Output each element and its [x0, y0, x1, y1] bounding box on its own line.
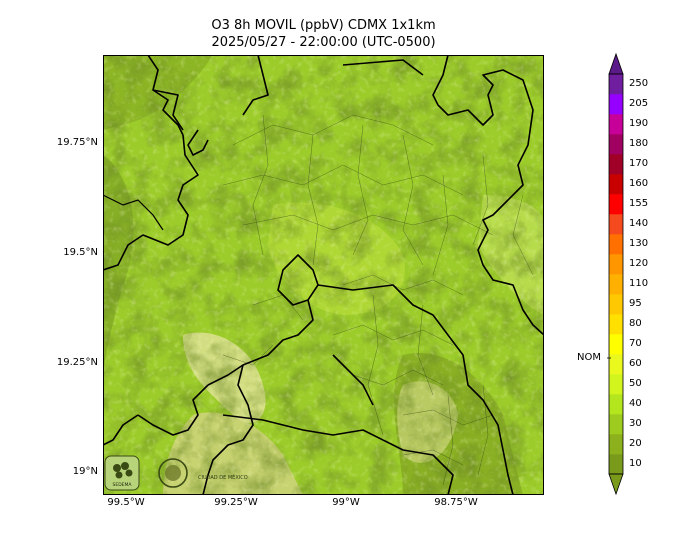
colorbar-segment	[609, 354, 623, 375]
ozone-map: SEDEMA CIUDAD DE MÉXICO	[103, 55, 544, 495]
lon-tick-label: 98.75°W	[434, 497, 478, 508]
cdmx-logo: CIUDAD DE MÉXICO	[158, 458, 248, 488]
colorbar-segment	[609, 194, 623, 215]
colorbar-level-label: 130	[629, 238, 649, 249]
colorbar-level-label: 120	[629, 258, 649, 269]
colorbar-level-label: 30	[629, 418, 642, 429]
colorbar-level-label: 95	[629, 298, 642, 309]
lon-tick-label: 99.25°W	[214, 497, 258, 508]
colorbar-frame	[608, 73, 624, 475]
state-boundaries	[103, 55, 544, 495]
lat-tick-label: 19.5°N	[63, 247, 98, 258]
colorbar-level-label: 80	[629, 318, 642, 329]
state-boundaries-inner	[103, 194, 164, 231]
colorbar-level-label: 190	[629, 118, 649, 129]
municipal-boundaries	[222, 114, 534, 486]
colorbar-segment	[609, 74, 623, 95]
colorbar-level-label: 250	[629, 78, 649, 89]
colorbar-segment	[609, 114, 623, 135]
colorbar-segment	[609, 294, 623, 315]
colorbar-segment	[609, 154, 623, 175]
colorbar-segment	[609, 134, 623, 155]
colorbar-level-label: 20	[629, 438, 642, 449]
colorbar-segment	[609, 434, 623, 455]
colorbar	[607, 52, 624, 496]
lat-tick-label: 19.75°N	[56, 137, 98, 148]
colorbar-level-label: 160	[629, 178, 649, 189]
colorbar-segment	[609, 374, 623, 395]
colorbar-level-label: 40	[629, 398, 642, 409]
colorbar-segment	[609, 214, 623, 235]
lon-tick-label: 99.5°W	[107, 497, 145, 508]
colorbar-level-label: 205	[629, 98, 649, 109]
colorbar-level-label: 70	[629, 338, 642, 349]
sedema-logo-text: SEDEMA	[113, 482, 133, 488]
cdmx-logo-text: CIUDAD DE MÉXICO	[198, 473, 248, 481]
map-timestamp: 2025/05/27 - 22:00:00 (UTC-0500)	[211, 35, 436, 50]
colorbar-level-label: 50	[629, 378, 642, 389]
colorbar-level-label: 10	[629, 458, 642, 469]
colorbar-segment	[609, 274, 623, 295]
colorbar-segment	[609, 174, 623, 195]
colorbar-segment	[609, 314, 623, 335]
colorbar-segment	[609, 334, 623, 355]
colorbar-segment	[609, 394, 623, 415]
colorbar-level-label: 110	[629, 278, 649, 289]
terrain-speckle	[103, 55, 544, 495]
lon-tick-label: 99°W	[332, 497, 360, 508]
colorbar-segment	[609, 414, 623, 435]
colorbar-level-label: 170	[629, 158, 649, 169]
colorbar-level-label: 60	[629, 358, 642, 369]
map-title: O3 8h MOVIL (ppbV) CDMX 1x1km	[211, 18, 436, 33]
colorbar-segment	[609, 254, 623, 275]
colorbar-level-label: 155	[629, 198, 649, 209]
nom-label: NOM	[577, 352, 601, 363]
colorbar-segment	[609, 234, 623, 255]
colorbar-top-triangle	[608, 52, 624, 75]
sedema-logo: SEDEMA	[104, 455, 140, 491]
lat-tick-label: 19°N	[72, 466, 98, 477]
colorbar-segments	[609, 74, 623, 475]
colorbar-level-label: 180	[629, 138, 649, 149]
colorbar-bottom-triangle	[608, 473, 624, 496]
lat-tick-label: 19.25°N	[56, 357, 98, 368]
map-frame	[103, 55, 544, 495]
colorbar-segment	[609, 454, 623, 475]
colorbar-level-label: 140	[629, 218, 649, 229]
colorbar-segment	[609, 94, 623, 115]
